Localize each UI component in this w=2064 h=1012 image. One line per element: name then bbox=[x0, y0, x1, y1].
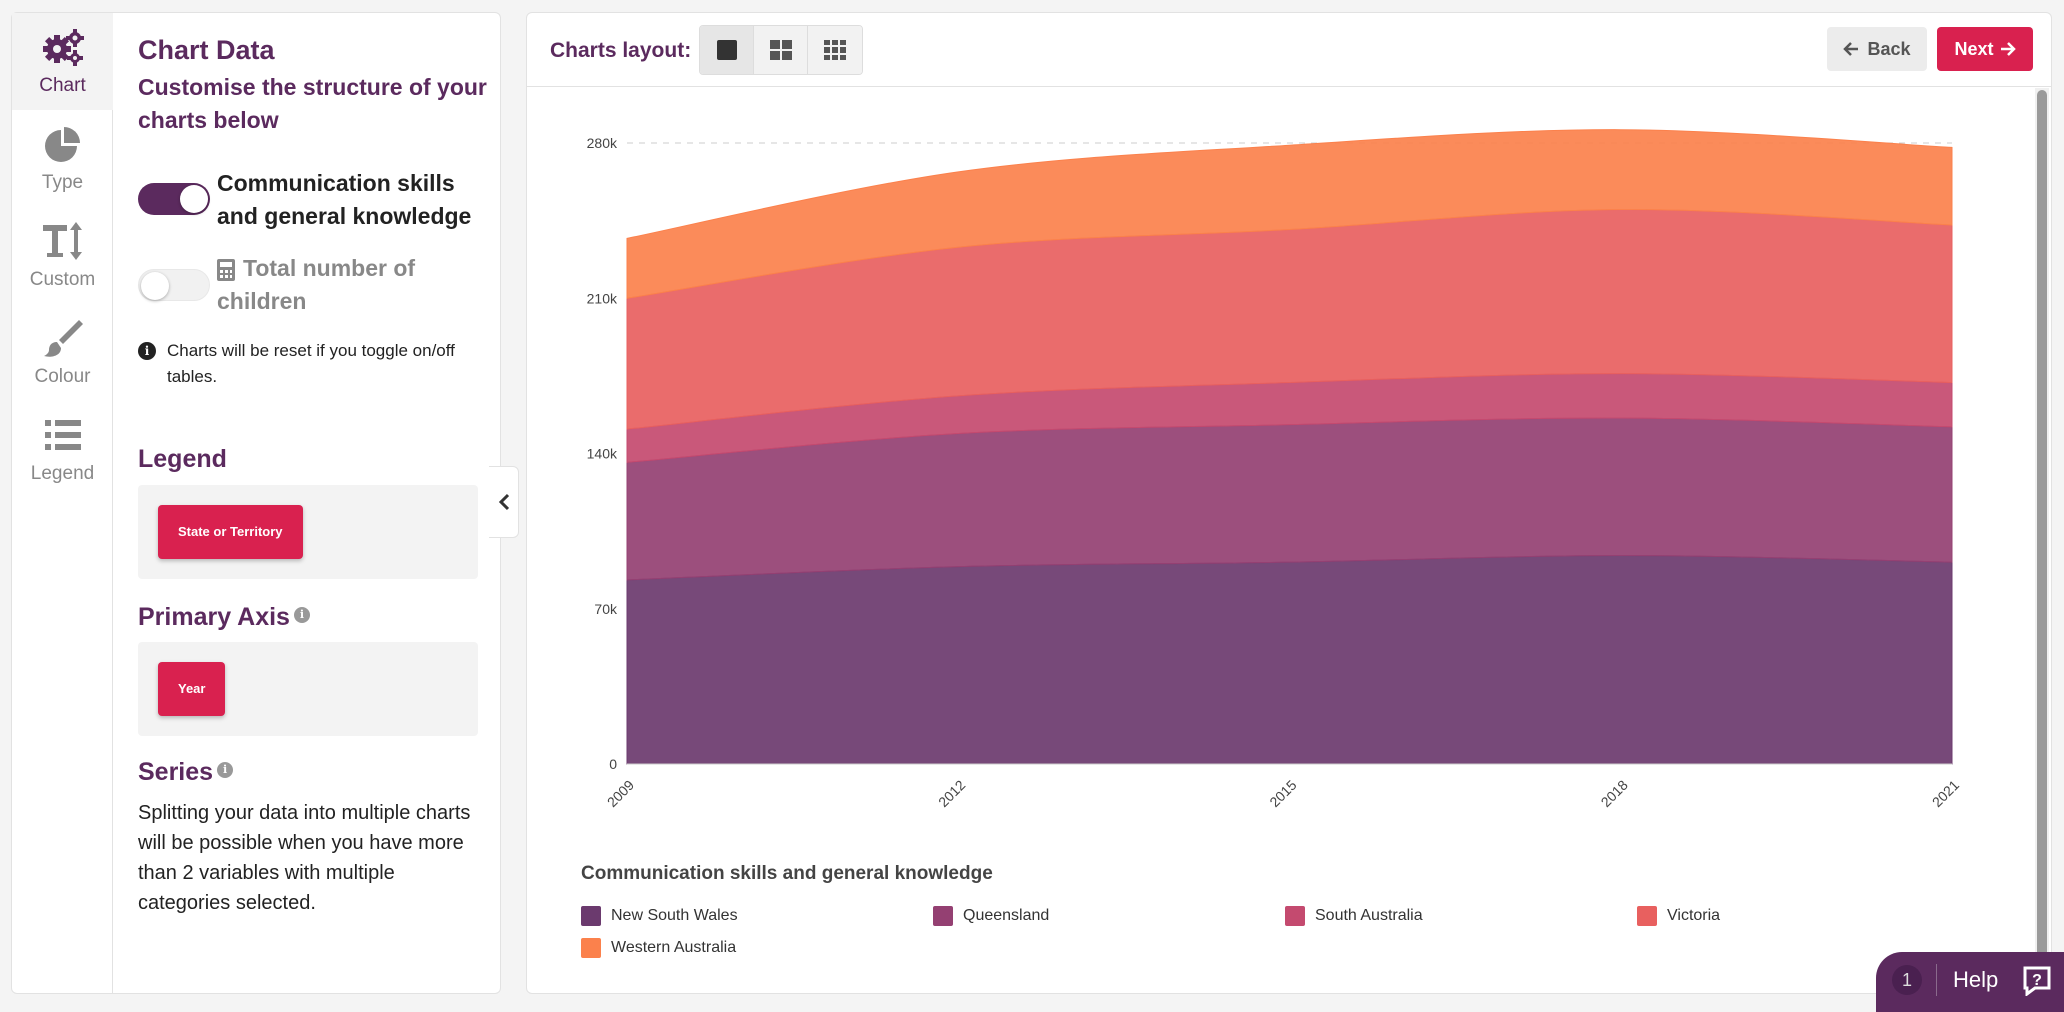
question-chat-icon: ? bbox=[2023, 966, 2051, 996]
chevron-left-icon bbox=[498, 493, 509, 511]
primary-axis-chip-year[interactable]: Year bbox=[158, 662, 226, 716]
nav-custom-label: Custom bbox=[29, 268, 96, 290]
layout-selector bbox=[699, 25, 863, 75]
legend-item[interactable]: South Australia bbox=[1285, 906, 1423, 926]
legend-section-title: Legend bbox=[138, 445, 227, 473]
area-series-western-australia bbox=[626, 129, 1953, 299]
toggle-text-total-children: Total number of children bbox=[217, 255, 416, 314]
area-series-new-south-wales bbox=[626, 555, 1953, 765]
legend-swatch bbox=[1285, 906, 1305, 926]
y-tick-label: 210k bbox=[587, 290, 618, 306]
vertical-scrollbar[interactable] bbox=[2035, 88, 2049, 993]
x-tick-label: 2012 bbox=[935, 777, 968, 810]
nav-type[interactable]: Type bbox=[12, 110, 113, 207]
next-label: Next bbox=[1954, 38, 1994, 59]
y-tick-label: 0 bbox=[609, 756, 617, 772]
grid-3x3-icon bbox=[824, 40, 846, 60]
notice-text: Charts will be reset if you toggle on/of… bbox=[167, 341, 455, 386]
nav-chart[interactable]: Chart bbox=[12, 13, 113, 110]
y-tick-label: 280k bbox=[587, 135, 618, 151]
chart-data-config: Chart Data Customise the structure of yo… bbox=[138, 13, 488, 993]
info-icon[interactable]: i bbox=[217, 762, 234, 778]
help-count-badge: 1 bbox=[1892, 965, 1922, 995]
scroll-thumb[interactable] bbox=[2037, 90, 2047, 990]
pie-chart-icon bbox=[44, 126, 80, 162]
layout-3x3-button[interactable] bbox=[808, 26, 862, 74]
text-height-icon bbox=[42, 221, 82, 260]
collapse-sidebar-button[interactable] bbox=[489, 466, 519, 538]
primary-axis-drop-zone[interactable]: Year bbox=[138, 642, 478, 736]
next-button[interactable]: Next bbox=[1937, 27, 2033, 71]
nav-colour[interactable]: Colour bbox=[12, 304, 113, 401]
layout-single-button[interactable] bbox=[700, 26, 754, 74]
help-separator bbox=[1936, 964, 1937, 996]
help-button[interactable]: 1 Help ? bbox=[1876, 952, 2064, 1012]
info-icon[interactable]: i bbox=[293, 607, 310, 623]
toggle-total-children[interactable] bbox=[138, 269, 210, 301]
gears-icon bbox=[42, 28, 84, 66]
primary-axis-title: Primary Axis bbox=[138, 603, 290, 631]
reset-notice: i Charts will be reset if you toggle on/… bbox=[138, 338, 488, 390]
y-tick-label: 140k bbox=[587, 446, 618, 462]
legend-label: Victoria bbox=[1667, 907, 1721, 924]
chart-legend-title: Communication skills and general knowled… bbox=[581, 863, 993, 884]
toggle-label-communication-skills: Communication skills and general knowled… bbox=[217, 170, 472, 229]
legend-label: South Australia bbox=[1315, 907, 1423, 924]
series-description: Splitting your data into multiple charts… bbox=[138, 802, 471, 914]
toggle-knob bbox=[180, 185, 208, 213]
layout-label: Charts layout: bbox=[550, 39, 692, 62]
toggle-label-total-children: Total number of children bbox=[217, 252, 487, 318]
layout-2x2-button[interactable] bbox=[754, 26, 808, 74]
x-tick-label: 2015 bbox=[1266, 777, 1299, 810]
series-section: Series i bbox=[138, 758, 234, 787]
nav-legend[interactable]: Legend bbox=[12, 401, 113, 498]
arrow-left-icon bbox=[1843, 42, 1859, 56]
toggle-communication-skills[interactable] bbox=[138, 183, 210, 215]
legend-item[interactable]: Western Australia bbox=[581, 938, 736, 958]
nav-colour-label: Colour bbox=[34, 365, 91, 387]
stacked-area-chart: 0 70k 140k 210k 280k 2009 2012 2015 2018 2021 bbox=[587, 129, 1962, 810]
legend-item[interactable]: New South Wales bbox=[581, 906, 738, 926]
nav-chart-label: Chart bbox=[39, 74, 86, 96]
chart-toolbar: Charts layout: Back Next bbox=[527, 13, 2051, 87]
legend-label: New South Wales bbox=[611, 907, 738, 924]
legend-item[interactable]: Queensland bbox=[933, 906, 1049, 926]
config-title: Chart Data bbox=[138, 35, 275, 65]
list-icon bbox=[44, 419, 81, 450]
legend-drop-zone[interactable]: State or Territory bbox=[138, 485, 478, 579]
nav-type-label: Type bbox=[41, 171, 84, 193]
legend-label: Western Australia bbox=[611, 939, 737, 956]
legend-label: Queensland bbox=[963, 907, 1050, 924]
x-tick-label: 2021 bbox=[1929, 777, 1962, 810]
series-title: Series bbox=[138, 758, 214, 786]
back-label: Back bbox=[1867, 38, 1911, 59]
x-tick-label: 2018 bbox=[1598, 777, 1631, 810]
paint-brush-icon bbox=[43, 319, 83, 357]
nav-legend-label: Legend bbox=[30, 462, 95, 484]
legend-chip-state[interactable]: State or Territory bbox=[158, 505, 303, 559]
square-icon bbox=[716, 40, 737, 60]
legend-swatch bbox=[933, 906, 953, 926]
arrow-right-icon bbox=[2000, 42, 2016, 56]
toggle-knob bbox=[141, 272, 169, 300]
y-tick-label: 70k bbox=[594, 601, 618, 617]
grid-2x2-icon bbox=[769, 40, 792, 60]
legend-swatch bbox=[581, 906, 601, 926]
legend-item[interactable]: Victoria bbox=[1637, 906, 1720, 926]
back-button[interactable]: Back bbox=[1827, 27, 1927, 71]
icon-nav: Chart Type bbox=[12, 13, 113, 993]
help-label: Help bbox=[1953, 967, 1999, 992]
nav-custom[interactable]: Custom bbox=[12, 207, 113, 304]
calculator-icon bbox=[217, 258, 235, 281]
legend-swatch bbox=[581, 938, 601, 958]
config-sidebar: Chart Type bbox=[11, 12, 501, 994]
primary-axis-section: Primary Axis i bbox=[138, 603, 310, 632]
x-tick-label: 2009 bbox=[604, 777, 637, 810]
config-subtitle: Customise the structure of your charts b… bbox=[138, 74, 487, 133]
legend-swatch bbox=[1637, 906, 1657, 926]
svg-text:?: ? bbox=[2032, 972, 2042, 989]
info-icon: i bbox=[138, 342, 156, 360]
